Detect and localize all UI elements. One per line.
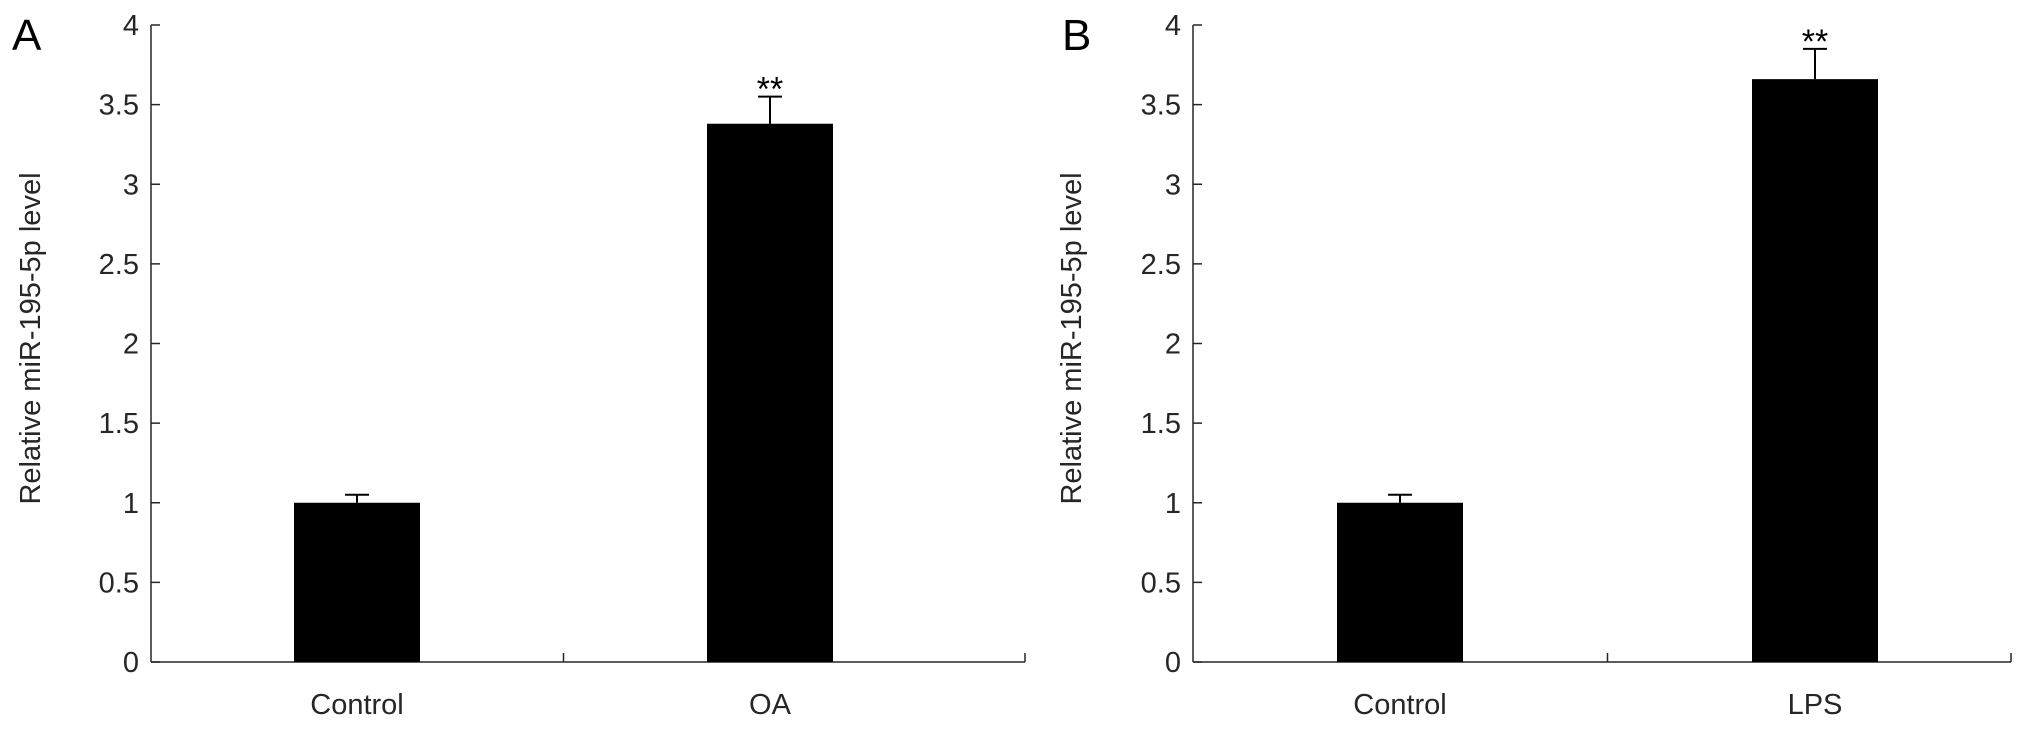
y-tick-label: 1.5 — [99, 408, 139, 440]
y-tick-label: 2.5 — [1141, 249, 1181, 281]
bar-control — [1337, 502, 1463, 662]
y-tick-label: 4 — [123, 10, 139, 42]
y-tick-label: 0.5 — [1141, 567, 1181, 599]
bar-oa — [707, 123, 833, 663]
y-tick-label: 2 — [123, 329, 139, 361]
x-tick-label: Control — [310, 689, 404, 721]
x-tick-label: LPS — [1788, 689, 1843, 721]
y-axis-label: Relative miR-195-5p level — [1056, 172, 1088, 504]
chart-panel-a: A 0 0.5 1 1.5 2 2.5 3 3.5 4 Relative miR-195-5p le… — [12, 10, 1026, 721]
y-tick-label: 1 — [123, 488, 139, 520]
x-tick-label: Control — [1353, 689, 1447, 721]
y-tick-label: 1 — [1165, 488, 1181, 520]
bar-lps — [1752, 79, 1878, 662]
y-tick-label: 1.5 — [1141, 408, 1181, 440]
significance-label: ** — [1802, 23, 1828, 61]
y-tick-label: 4 — [1165, 10, 1181, 42]
panel-letter: A — [12, 11, 42, 60]
y-tick-label: 0.5 — [99, 567, 139, 599]
y-tick-label: 3 — [1165, 169, 1181, 201]
y-tick-label: 3.5 — [99, 90, 139, 122]
panel-letter: B — [1062, 11, 1091, 60]
y-tick-label: 2 — [1165, 329, 1181, 361]
y-tick-label: 3 — [123, 169, 139, 201]
chart-panel-b: B 0 0.5 1 1.5 2 2.5 3 3.5 4 Relative miR-195-5p le… — [1056, 10, 2012, 721]
y-tick-label: 2.5 — [99, 249, 139, 281]
y-tick-label: 3.5 — [1141, 90, 1181, 122]
bar-control — [294, 502, 420, 662]
y-axis-label: Relative miR-195-5p level — [15, 172, 47, 504]
significance-label: ** — [757, 71, 783, 109]
y-tick-label: 0 — [123, 647, 139, 679]
y-tick-label: 0 — [1165, 647, 1181, 679]
x-tick-label: OA — [749, 689, 792, 721]
